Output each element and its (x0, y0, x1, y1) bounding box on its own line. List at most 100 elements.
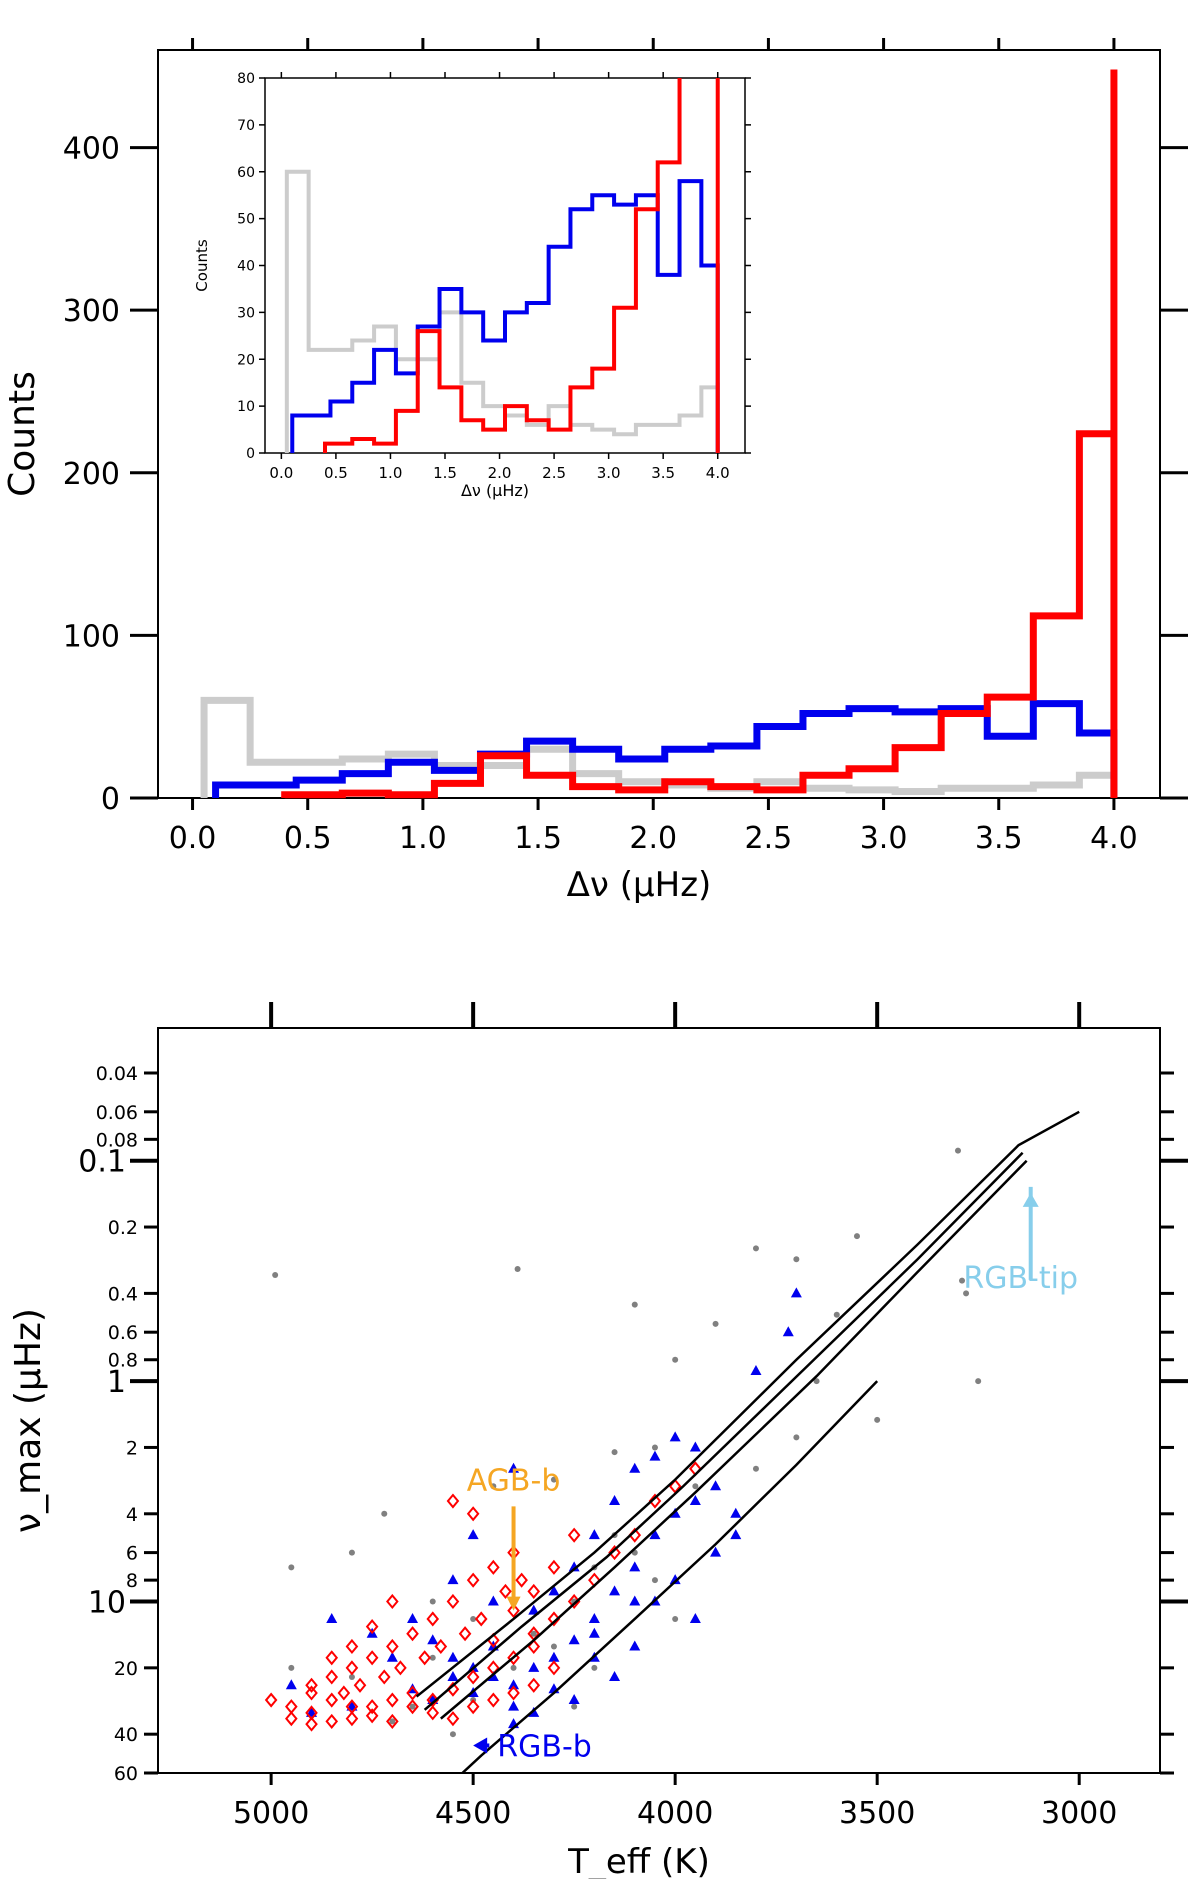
red-diamond (466, 1669, 480, 1685)
gray-point (672, 1356, 679, 1363)
inset-series-blue (290, 179, 720, 453)
y-minor-tick-label: 0.6 (108, 1322, 138, 1344)
inset-y-tick-label: 70 (237, 118, 255, 134)
blue-triangle (669, 1431, 681, 1442)
red-diamond (547, 1559, 561, 1575)
inset-series-red (323, 78, 720, 453)
red-diamond (466, 1699, 480, 1715)
annotation-rgb-tip: RGB-tip (963, 1186, 1078, 1296)
scatter-points (264, 1110, 1080, 1773)
red-diamond (547, 1660, 561, 1676)
gray-point (449, 1731, 456, 1738)
inset-y-tick-label: 60 (237, 165, 255, 181)
gray-point (409, 1703, 416, 1710)
blue-triangle (447, 1670, 459, 1681)
y-major-tick-label: 1 (107, 1365, 126, 1400)
inset-y-tick-label: 20 (237, 352, 255, 368)
blue-triangle (427, 1634, 439, 1645)
gray-point (963, 1290, 970, 1297)
red-diamond (515, 1572, 528, 1588)
blue-triangle (548, 1585, 560, 1596)
inset-y-tick-label: 80 (237, 71, 255, 87)
annotation-arrowhead (473, 1737, 488, 1754)
blue-triangle (689, 1495, 701, 1506)
blue-triangle (568, 1694, 580, 1705)
inset-x-tick-label: 2.0 (488, 464, 512, 482)
annotation-agb-b: AGB-b (467, 1463, 561, 1611)
y-axis-label: ν_max (μHz) (8, 1308, 49, 1533)
blue-triangle (568, 1634, 580, 1645)
red-diamond (426, 1705, 440, 1721)
red-diamond (487, 1692, 500, 1708)
x-tick-label: 0.5 (284, 821, 332, 856)
annotation-label: RGB-tip (963, 1261, 1078, 1296)
red-diamond (547, 1611, 561, 1627)
y-minor-tick-label: 0.08 (96, 1129, 138, 1151)
track-2 (440, 1159, 1028, 1720)
y-major-tick-label: 10 (88, 1585, 126, 1620)
red-diamond (353, 1677, 367, 1693)
red-diamond (345, 1638, 359, 1655)
blue-triangle (710, 1480, 722, 1491)
inset-y-tick-label: 30 (237, 305, 255, 321)
blue-triangle (508, 1679, 520, 1690)
blue-triangle (407, 1612, 419, 1623)
inset-x-tick-label: 4.0 (706, 464, 730, 482)
histogram-chart: 0.0 0.5 1.0 1.5 2.0 2.5 3.0 3.5 4.00100200300400… (2, 38, 1188, 905)
red-diamond (406, 1626, 419, 1642)
gray-point (348, 1549, 355, 1556)
blue-triangle (669, 1574, 681, 1585)
y-minor-tick-label: 6 (126, 1543, 138, 1565)
inset-y-axis-label: Counts (193, 239, 211, 292)
blue-triangle (447, 1574, 459, 1585)
gray-point (571, 1703, 578, 1710)
y-minor-tick-label: 0.8 (108, 1350, 138, 1372)
x-tick-label: 4500 (435, 1796, 511, 1831)
red-diamond (264, 1692, 278, 1708)
gray-point (692, 1483, 699, 1490)
blue-triangle (285, 1679, 297, 1690)
red-diamond (305, 1716, 318, 1732)
inset-y-tick-label: 40 (237, 259, 255, 275)
gray-point (954, 1147, 961, 1154)
annotation-rgb-b: RGB-b (473, 1729, 592, 1764)
plot-frame (157, 49, 1161, 799)
y-minor-tick-label: 40 (114, 1724, 138, 1746)
x-tick-label: 3500 (839, 1796, 915, 1831)
red-diamond (446, 1711, 460, 1727)
y-minor-tick-label: 60 (114, 1763, 138, 1785)
gray-point (550, 1476, 557, 1483)
blue-triangle (588, 1627, 600, 1638)
annotation-arrowhead (506, 1596, 521, 1611)
x-tick-label: 1.5 (514, 821, 562, 856)
red-diamond (305, 1685, 318, 1701)
gray-point (631, 1301, 638, 1308)
blue-triangle (508, 1462, 520, 1473)
red-diamond (325, 1650, 339, 1666)
y-minor-tick-label: 8 (126, 1570, 138, 1592)
gray-point (752, 1245, 759, 1252)
red-diamond (337, 1685, 351, 1701)
red-diamond (446, 1493, 460, 1509)
y-axis-label: Counts (2, 371, 43, 497)
x-tick-label: 3.5 (975, 821, 1023, 856)
gray-point (651, 1444, 658, 1451)
red-diamond (418, 1650, 431, 1666)
series-red (281, 69, 1118, 799)
annotation-arrowhead (1022, 1192, 1039, 1207)
y-minor-tick-label: 0.06 (96, 1102, 138, 1124)
red-diamond (325, 1669, 339, 1685)
blue-triangle (548, 1651, 560, 1662)
red-diamond (377, 1669, 391, 1685)
inset-x-tick-label: 0.5 (324, 464, 348, 482)
inset-x-tick-label: 3.5 (651, 464, 675, 482)
gray-point (514, 1265, 521, 1272)
blue-triangle (588, 1612, 600, 1623)
annotation-label: AGB-b (467, 1463, 561, 1498)
blue-triangle (568, 1561, 580, 1572)
inset-chart: 0.0 0.5 1.0 1.5 2.0 2.5 3.0 3.5 4.0 0 10 20 30 40 50 60… (193, 71, 751, 500)
track-3 (423, 1151, 1024, 1711)
gray-point (611, 1449, 618, 1456)
gray-point (591, 1664, 598, 1671)
red-diamond (466, 1506, 480, 1522)
